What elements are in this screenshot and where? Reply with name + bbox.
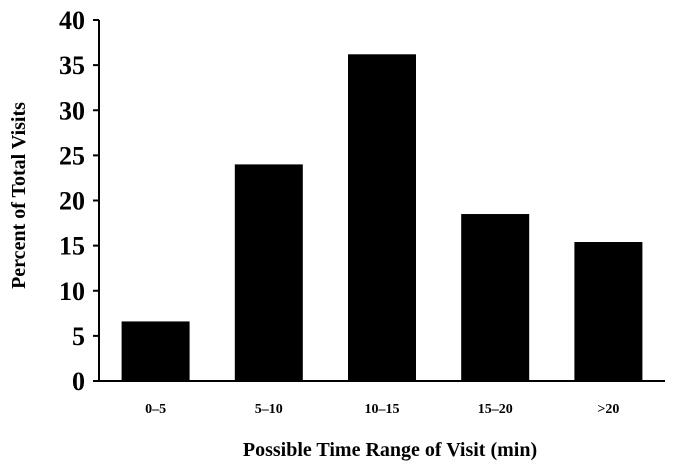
y-tick-label: 10	[59, 277, 85, 306]
y-tick-label: 15	[59, 232, 85, 261]
bar-4	[574, 242, 643, 381]
x-tick-label: 5–10	[255, 402, 283, 417]
bar-2	[348, 54, 416, 382]
y-axis-title: Percent of Total Visits	[8, 102, 30, 289]
bar-0	[121, 321, 190, 381]
y-tick-label: 5	[72, 322, 85, 351]
y-axis-ticks: 0 5 10 15 20 25 30 35 40	[59, 6, 99, 396]
bars	[121, 54, 643, 382]
x-tick-label: 0–5	[145, 402, 166, 417]
y-tick-label: 20	[59, 187, 85, 216]
bar-1	[234, 164, 303, 381]
x-tick-label: 10–15	[365, 402, 400, 417]
y-tick-label: 40	[59, 6, 85, 35]
x-tick-label: >20	[597, 402, 619, 417]
y-tick-label: 30	[59, 96, 85, 125]
x-axis-title: Possible Time Range of Visit (min)	[243, 439, 537, 461]
x-axis-ticks: 0–5 5–10 10–15 15–20 >20	[145, 402, 619, 417]
bar-3	[461, 214, 530, 381]
x-tick-label: 15–20	[478, 402, 513, 417]
y-tick-label: 25	[59, 141, 85, 170]
y-tick-label: 0	[72, 367, 85, 396]
y-tick-label: 35	[59, 51, 85, 80]
